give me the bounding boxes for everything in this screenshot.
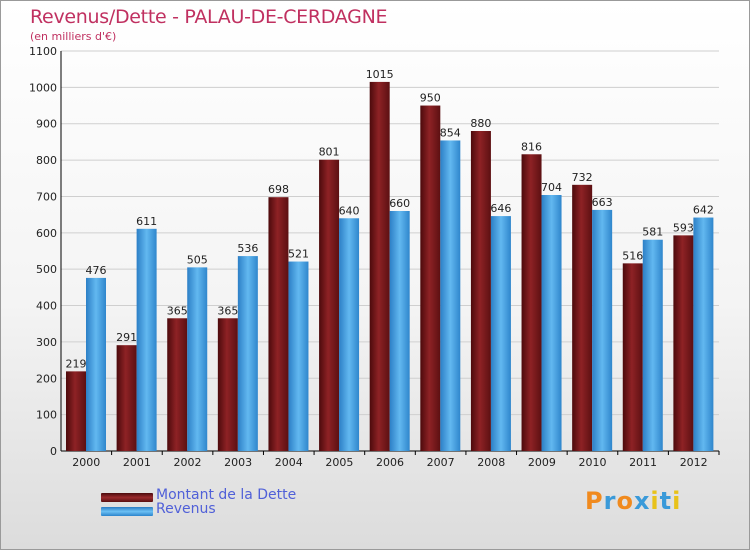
logo-letter: t [659,487,673,515]
y-tick-label: 600 [36,227,57,240]
data-label-debt: 698 [268,183,289,196]
data-label-revenue: 704 [541,181,562,194]
bar-debt [420,105,441,451]
legend-label-debt: Montant de la Dette [156,487,297,503]
legend-swatch-debt [101,493,153,502]
x-tick-label: 2007 [427,456,455,469]
logo-letter: r [603,487,617,515]
bar-debt [673,235,694,451]
bar-revenue [693,217,714,451]
bar-revenue [541,195,562,451]
x-tick-label: 2006 [376,456,404,469]
data-label-debt: 516 [622,249,643,262]
data-label-revenue: 611 [136,215,157,228]
bar-revenue [389,211,410,451]
bar-revenue [187,267,208,451]
x-tick-label: 2001 [123,456,151,469]
bar-revenue [86,277,106,451]
x-tick-label: 2002 [174,456,202,469]
bar-revenue [490,216,511,451]
logo-letter: x [633,487,651,515]
x-tick-label: 2000 [72,456,100,469]
bar-debt [622,263,643,451]
bar-debt [116,345,137,451]
bar-debt [66,371,86,451]
data-label-debt: 593 [673,221,694,234]
x-tick-label: 2011 [629,456,657,469]
bar-revenue [440,140,461,452]
bar-debt [217,318,238,451]
bar-revenue [592,209,613,451]
data-label-revenue: 536 [237,242,258,255]
logo-letter: P [585,487,604,515]
logo-letter: i [650,487,660,515]
data-label-revenue: 642 [693,204,714,217]
y-tick-label: 300 [36,336,57,349]
chart-title: Revenus/Dette - PALAU-DE-CERDAGNE [30,6,388,28]
data-label-debt: 291 [116,331,137,344]
x-tick-label: 2004 [275,456,303,469]
bar-debt [167,318,188,451]
y-tick-label: 800 [36,154,57,167]
bar-debt [572,184,593,451]
y-tick-label: 700 [36,190,57,203]
bar-debt [470,131,491,451]
data-label-debt: 950 [420,92,441,105]
data-label-revenue: 581 [642,226,663,239]
x-tick-label: 2012 [680,456,708,469]
logo-letter: i [672,487,682,515]
x-tick-label: 2003 [224,456,252,469]
data-label-revenue: 663 [592,196,613,209]
bar-debt [369,81,390,451]
data-label-debt: 219 [66,357,87,370]
data-label-debt: 801 [319,146,340,159]
data-label-debt: 365 [217,304,238,317]
data-label-revenue: 476 [86,264,107,277]
data-label-debt: 880 [470,117,491,130]
bar-debt [319,159,340,451]
bar-debt [521,154,542,452]
y-tick-label: 100 [36,409,57,422]
bar-revenue [642,239,663,451]
y-tick-label: 1100 [29,45,57,58]
logo-letter: o [616,487,634,515]
x-tick-label: 2009 [528,456,556,469]
bar-revenue [237,256,258,451]
bar-debt [268,197,289,451]
legend-swatch-revenue [101,507,153,516]
proxiti-logo: Proxiti [585,487,681,515]
data-label-revenue: 521 [288,248,309,261]
data-label-revenue: 640 [339,204,360,217]
data-label-revenue: 854 [440,126,461,139]
chart-subtitle: (en milliers d'€) [30,30,117,43]
x-tick-label: 2005 [325,456,353,469]
data-label-debt: 816 [521,140,542,153]
bar-revenue [136,228,157,451]
data-label-debt: 732 [572,171,593,184]
data-label-revenue: 660 [389,197,410,210]
data-label-revenue: 646 [490,202,511,215]
legend-label-revenue: Revenus [156,501,216,517]
y-tick-label: 400 [36,300,57,313]
y-tick-label: 0 [50,445,57,458]
y-tick-label: 500 [36,263,57,276]
x-tick-label: 2008 [477,456,505,469]
data-label-revenue: 505 [187,253,208,266]
y-tick-label: 900 [36,118,57,131]
y-tick-label: 1000 [29,81,57,94]
data-label-debt: 1015 [366,68,394,81]
data-label-debt: 365 [167,304,188,317]
bar-revenue [339,218,360,451]
x-tick-label: 2010 [578,456,606,469]
bar-revenue [288,261,309,451]
y-tick-label: 200 [36,372,57,385]
